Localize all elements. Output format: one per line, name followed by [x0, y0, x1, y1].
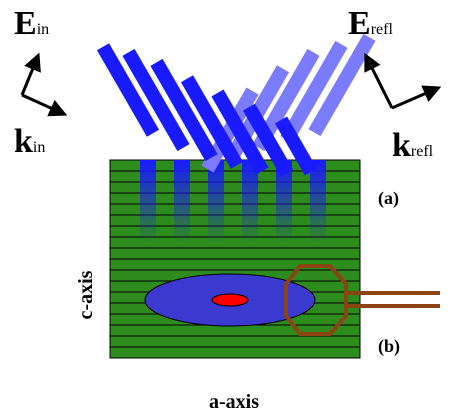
- k-in: kin: [14, 123, 45, 160]
- incoming-wave: [96, 43, 318, 177]
- axes-refl: [364, 52, 442, 110]
- a-axis: a-axis: [209, 391, 259, 413]
- e-in: Ein: [14, 5, 49, 42]
- k-refl: krefl: [392, 127, 434, 164]
- c-axis: c-axis: [75, 270, 97, 319]
- marker-a: (a): [378, 188, 399, 209]
- spot: [211, 293, 249, 307]
- probe: [284, 264, 440, 336]
- e-refl: Erefl: [348, 5, 393, 42]
- penetrating-wave: [140, 160, 326, 242]
- axes-in: [20, 52, 68, 117]
- marker-b: (b): [378, 336, 400, 357]
